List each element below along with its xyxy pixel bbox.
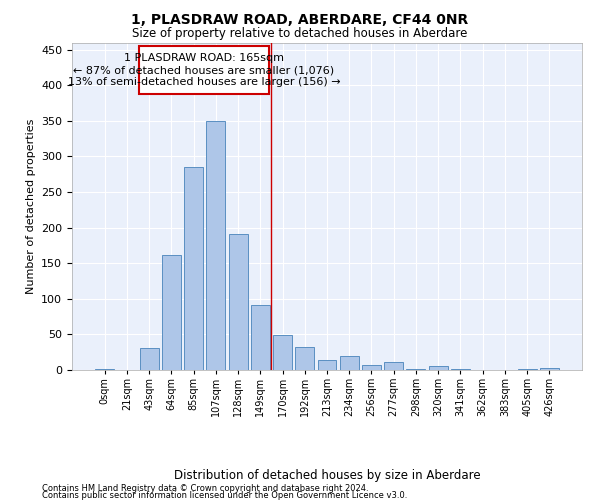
Bar	[229, 234, 248, 370]
Text: 1 PLASDRAW ROAD: 165sqm: 1 PLASDRAW ROAD: 165sqm	[124, 53, 284, 63]
Bar	[95, 368, 114, 370]
Bar	[362, 365, 381, 370]
Bar	[384, 362, 403, 370]
Bar	[340, 356, 359, 370]
Bar	[295, 347, 314, 370]
Bar	[540, 368, 559, 370]
Text: Contains public sector information licensed under the Open Government Licence v3: Contains public sector information licen…	[42, 492, 407, 500]
Bar	[429, 366, 448, 370]
Bar	[251, 305, 270, 370]
Text: Contains HM Land Registry data © Crown copyright and database right 2024.: Contains HM Land Registry data © Crown c…	[42, 484, 368, 493]
Bar	[273, 335, 292, 370]
X-axis label: Distribution of detached houses by size in Aberdare: Distribution of detached houses by size …	[173, 469, 481, 482]
Bar	[206, 121, 225, 370]
Bar	[317, 360, 337, 370]
FancyBboxPatch shape	[139, 46, 269, 94]
Text: ← 87% of detached houses are smaller (1,076): ← 87% of detached houses are smaller (1,…	[73, 66, 334, 76]
Text: 13% of semi-detached houses are larger (156) →: 13% of semi-detached houses are larger (…	[68, 78, 340, 88]
Y-axis label: Number of detached properties: Number of detached properties	[26, 118, 35, 294]
Bar	[162, 256, 181, 370]
Text: 1, PLASDRAW ROAD, ABERDARE, CF44 0NR: 1, PLASDRAW ROAD, ABERDARE, CF44 0NR	[131, 12, 469, 26]
Bar	[184, 167, 203, 370]
Bar	[140, 348, 158, 370]
Text: Size of property relative to detached houses in Aberdare: Size of property relative to detached ho…	[133, 28, 467, 40]
